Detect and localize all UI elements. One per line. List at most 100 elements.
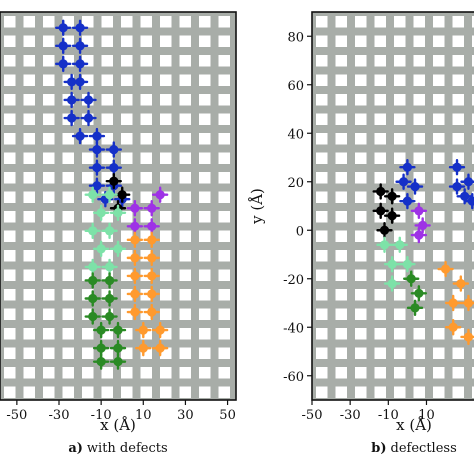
panel-b-molecule-point	[463, 298, 474, 308]
panel-a-x-tick-label: 50	[219, 408, 236, 423]
panel-b-lattice	[312, 12, 474, 400]
panel-b-molecule-point	[376, 186, 386, 197]
panel-b-molecule-point	[456, 279, 466, 289]
panel-a-molecule-point	[67, 95, 77, 105]
panel-a-molecule-point	[96, 343, 106, 353]
panel-a-x-ticks: -50 -30 -10 10 30 50	[6, 400, 236, 423]
panel-a-molecule-point	[96, 325, 106, 335]
panel-b-x-tick-label: -10	[378, 408, 399, 423]
panel-a: -50 -30 -10 10 30 50 x (Å) a) with defects	[0, 11, 237, 456]
panel-b-points	[372, 159, 474, 346]
panel-a-molecule-point	[155, 343, 165, 353]
panel-b-molecule-point	[387, 191, 397, 201]
panel-a-molecule-point	[113, 357, 123, 367]
panel-a-molecule-point	[130, 271, 140, 281]
panel-a-molecule-point	[147, 307, 157, 317]
panel-a-molecule-point	[109, 176, 119, 186]
panel-b-molecule-point	[460, 191, 470, 201]
panel-b: -50 -30 -10 10 80 60 40 20 0 -20 -40 -60 x (Å) y (…	[248, 11, 474, 456]
panel-a-molecule-point	[83, 95, 94, 105]
panel-b-molecule-point	[387, 279, 397, 289]
panel-b-x-tick-label: 10	[418, 408, 435, 423]
panel-a-molecule-point	[96, 208, 106, 218]
panel-b-molecule-point	[418, 220, 428, 230]
panel-a-molecule-point	[67, 77, 77, 87]
panel-a-molecule-point	[96, 357, 106, 367]
panel-b-molecule-point	[414, 206, 424, 216]
panel-b-molecule-point	[376, 206, 386, 216]
panel-b-y-tick-label: -60	[283, 370, 304, 385]
panel-a-molecule-point	[147, 203, 157, 213]
panel-b-molecule-point	[448, 322, 458, 332]
panel-b-molecule-point	[452, 182, 462, 192]
panel-b-molecule-point	[402, 196, 413, 206]
panel-a-molecule-point	[58, 23, 68, 33]
panel-b-molecule-point	[467, 196, 474, 206]
panel-a-molecule-point	[147, 235, 157, 245]
panel-a-molecule-point	[104, 262, 115, 272]
panel-a-molecule-point	[92, 181, 102, 191]
panel-b-molecule-point	[410, 303, 420, 313]
panel-b-molecule-point	[452, 162, 462, 172]
panel-b-y-tick-label: -20	[283, 273, 304, 288]
panel-a-molecule-point	[92, 131, 102, 141]
panel-a-molecule-point	[155, 190, 165, 200]
panel-b-molecule-point	[402, 162, 413, 172]
panel-b-y-tick-label: -40	[283, 321, 304, 336]
panel-b-molecule-point	[414, 288, 424, 298]
panel-a-molecule-point	[92, 163, 102, 173]
panel-a-x-tick-label: -30	[49, 408, 70, 423]
panel-a-molecule-point	[147, 271, 157, 281]
panel-b-y-tick-label: 80	[287, 30, 304, 45]
panel-a-molecule-point	[88, 190, 98, 200]
panel-a-x-tick-label: -50	[6, 408, 27, 423]
panel-b-molecule-point	[398, 177, 409, 187]
panel-b-molecule-point	[387, 259, 397, 269]
panel-b-y-ticks: 80 60 40 20 0 -20 -40 -60	[283, 30, 312, 385]
panel-a-molecule-point	[92, 145, 102, 155]
panel-a-frame	[0, 11, 237, 401]
panel-a-caption-text: with defects	[87, 441, 168, 456]
panel-b-molecule-point	[440, 264, 451, 274]
panel-a-molecule-point	[113, 208, 123, 218]
panel-a-molecule-point	[113, 244, 123, 254]
panel-b-molecule-point	[414, 230, 424, 240]
panel-a-molecule-point	[104, 226, 115, 236]
panel-b-x-ticks: -50 -30 -10 10	[302, 400, 435, 423]
panel-b-molecule-point	[448, 298, 458, 308]
panel-a-molecule-point	[104, 293, 115, 304]
panel-a-molecule-point	[147, 253, 157, 263]
panel-a-molecule-point	[58, 59, 68, 69]
panel-a-molecule-point	[130, 289, 140, 299]
panel-a-molecule-point	[88, 226, 98, 236]
panel-a-molecule-point	[104, 275, 115, 286]
panel-b-molecule-point	[379, 225, 390, 235]
panel-a-molecule-point	[130, 235, 140, 245]
panel-b-frame	[311, 11, 474, 401]
panel-b-x-tick-label: -30	[340, 408, 361, 423]
panel-b-molecule-point	[387, 211, 397, 221]
panel-b-caption: b) defectless	[371, 441, 456, 456]
panel-a-molecule-point	[88, 262, 98, 272]
panel-a-molecule-point	[113, 343, 123, 353]
panel-a-molecule-point	[117, 190, 127, 200]
panel-a-molecule-point	[75, 131, 85, 141]
panel-a-molecule-point	[155, 325, 165, 335]
panel-a-molecule-point	[88, 293, 98, 304]
panel-a-molecule-point	[147, 221, 157, 231]
panel-a-molecule-point	[67, 113, 77, 123]
panel-a-molecule-point	[104, 190, 115, 200]
panel-a-molecule-point	[113, 325, 123, 335]
panel-b-molecule-point	[402, 259, 413, 269]
panel-b-y-tick-label: 20	[287, 176, 304, 191]
panel-b-molecule-point	[379, 240, 390, 250]
panel-b-x-axis-label: x (Å)	[396, 416, 432, 434]
panel-a-molecule-point	[130, 253, 140, 263]
panel-a-molecule-point	[96, 244, 106, 254]
panel-b-molecule-point	[395, 240, 405, 250]
panel-a-molecule-point	[109, 163, 119, 173]
panel-b-caption-text: defectless	[391, 441, 457, 456]
panel-b-y-tick-label: 60	[287, 79, 304, 94]
panel-b-molecule-point	[406, 274, 416, 284]
panel-a-molecule-point	[147, 289, 157, 299]
